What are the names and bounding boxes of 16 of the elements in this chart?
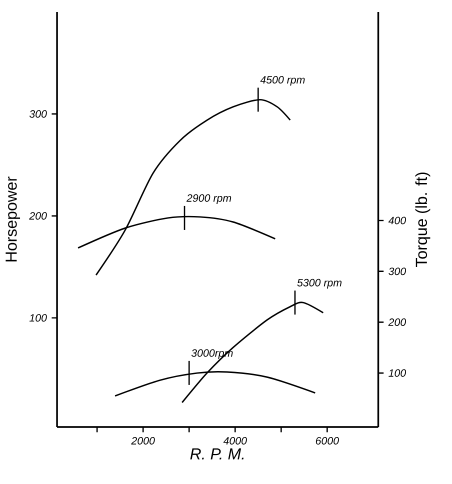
y2-axis-title: Torque (lb. ft) <box>415 172 430 268</box>
y2-tick-label: 300 <box>388 268 406 276</box>
x-tick-label: 4000 <box>223 437 247 445</box>
y-tick-label: 100 <box>29 314 47 322</box>
annotation: 4500 rpm <box>260 76 305 86</box>
annotation: 5300 rpm <box>297 278 342 289</box>
y2-tick-label: 200 <box>388 318 406 326</box>
y2-tick-label: 100 <box>388 369 406 377</box>
x-tick-label: 6000 <box>316 437 339 445</box>
y-axis-title: Horsepower <box>6 176 20 262</box>
x-tick-label: 2000 <box>131 437 155 445</box>
x-axis-title: R. P. M. <box>190 448 244 460</box>
y2-tick-label: 400 <box>388 216 406 224</box>
annotation: 2900 rpm <box>186 194 231 204</box>
y-tick-label: 300 <box>29 110 47 118</box>
y-tick-label: 200 <box>28 212 47 220</box>
